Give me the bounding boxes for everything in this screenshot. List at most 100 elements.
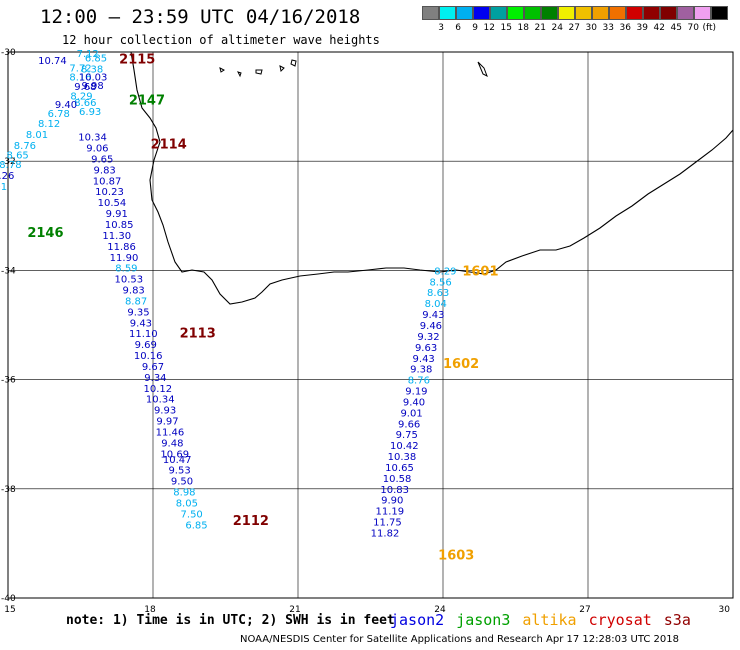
wave-height-label: 9.98 [81,81,103,92]
wave-height-label: 9.69 [135,340,157,351]
satellite-legend-item: jason3 [456,611,511,629]
wave-height-label: 9.32 [417,332,439,343]
wave-height-label: 9.43 [413,354,435,365]
pass-labels: 2115 2147 2114 2146 2113 2112 1601 1602 1603 [27,53,498,564]
lat-tick-label: -36 [1,376,16,386]
lon-tick-label: 27 [579,605,590,612]
color-swatch [609,6,626,20]
pass-number-label: 2113 [180,327,216,342]
color-legend-label: 33 [602,23,614,33]
color-legend-label: 9 [472,23,478,33]
color-swatch [422,6,439,20]
wave-height-label: 8.29 [434,266,456,277]
wave-height-label: 8.87 [125,296,147,307]
wave-height-label: 10.34 [146,395,175,406]
wave-height-label: 8.01 [26,130,48,141]
color-legend-label: 6 [455,23,461,33]
wave-height-label: 11.90 [110,253,139,264]
color-legend-label: 27 [568,23,580,33]
wave-height-label: 9.93 [154,406,176,417]
wave-height-label: 10.42 [390,441,419,452]
wave-height-label: 9.91 [106,209,128,220]
wave-height-label: 10.83 [380,485,409,496]
wave-height-label: 9.68 [74,82,96,93]
wave-height-label: 11.86 [107,242,136,253]
wave-height-label: 9.97 [156,417,178,428]
color-legend-label: 15 [500,23,512,33]
wave-height-label: 9.83 [123,286,145,297]
islands [219,59,488,78]
wave-height-label: 9.53 [168,466,190,477]
wave-height-label: 9.19 [405,387,427,398]
wave-height-label: 9.40 [55,100,77,111]
color-swatch [524,6,541,20]
wave-height-label: 9.65 [91,154,113,165]
wave-height-label: 9.83 [94,165,116,176]
lat-tick-label: -34 [1,266,16,276]
lat-tick-label: -32 [1,157,16,167]
lat-tick-label: -40 [1,594,16,604]
footer-credit: NOAA/NESDIS Center for Satellite Applica… [240,634,679,645]
wave-height-label: 10.69 [160,449,189,460]
pass-number-label: 2147 [129,94,165,109]
pass-number-label: 1603 [438,548,474,563]
lat-tick-label: -30 [1,48,16,58]
wave-height-label: 9.50 [171,477,193,488]
color-swatch [626,6,643,20]
wave-height-label: 10.12 [144,384,173,395]
wave-height-label: 8.98 [173,488,195,499]
color-swatch [439,6,456,20]
color-swatch [643,6,660,20]
wave-height-label: 8.56 [429,277,451,288]
wave-height-label: 9.43 [422,310,444,321]
color-swatch [711,6,728,20]
color-legend-label: 3 [438,23,444,33]
satellite-legend-item: cryosat [588,611,652,629]
track-jason3-2146: 8.768.658.789.268.019.529.189.289.06 [0,141,36,193]
wave-height-label: 8.16 [69,73,91,84]
wave-height-label: 8.66 [74,98,96,109]
wave-height-label: 11.10 [129,329,158,340]
satellite-legend-item: jason2 [390,611,445,629]
color-legend-label: 18 [517,23,529,33]
wave-height-label: 6.78 [48,109,70,120]
wave-height-label: 10.53 [115,275,144,286]
color-swatch [456,6,473,20]
color-legend-label: 30 [585,23,597,33]
wave-height-label: 10.16 [134,351,163,362]
track-jason2-2114: 10.349.069.659.8310.8710.2310.549.9110.8… [78,133,207,532]
color-swatch [490,6,507,20]
wave-height-label: 8.01 [0,182,7,193]
wave-height-label: 10.65 [385,463,414,474]
wave-height-label: 8.38 [81,64,103,75]
wave-height-label: 6.85 [185,520,207,531]
wave-height-label: 9.67 [142,362,164,373]
wave-height-label: 6.93 [79,107,101,118]
pass-number-label: 2114 [151,138,187,153]
wave-height-label: 8.05 [176,498,198,509]
wave-height-label: 8.76 [14,141,36,152]
color-legend-label: 21 [534,23,546,33]
color-swatch [473,6,490,20]
wave-height-label: 6.85 [85,53,107,64]
color-legend-label: 42 [653,23,665,33]
wave-height-label: 8.63 [427,288,449,299]
wave-height-label: 11.46 [156,427,185,438]
color-swatch [677,6,694,20]
pass-number-label: 1602 [443,357,479,372]
lon-tick-label: 18 [144,605,156,612]
color-legend-label: 70 [687,23,699,33]
wave-height-label: 10.23 [95,187,124,198]
color-swatch [592,6,609,20]
wave-height-label: 10.34 [78,133,107,144]
wave-height-label: 9.66 [398,419,420,430]
wave-height-label: 9.63 [415,343,437,354]
wave-height-label: 10.54 [98,198,127,209]
wave-height-label: 10.47 [163,455,192,466]
wave-height-label: 8.29 [70,92,92,103]
pass-number-label: 2115 [119,53,155,68]
lon-tick-label: 21 [289,605,300,612]
wave-height-label: 7.50 [181,509,203,520]
track-altika: 8.298.568.638.049.439.469.329.639.439.38… [371,266,457,539]
color-legend-label: 12 [483,23,495,33]
